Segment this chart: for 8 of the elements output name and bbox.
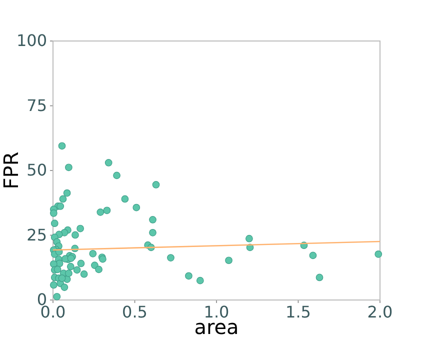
y-tick-label: 25 <box>26 225 47 244</box>
x-tick-label: 2.0 <box>367 302 393 322</box>
y-tick-label: 75 <box>26 96 47 115</box>
y-axis-title: FPR <box>0 152 23 190</box>
y-tick-label: 100 <box>16 31 47 50</box>
x-tick-label: 1.5 <box>286 302 311 322</box>
x-tick-label: 0.5 <box>122 302 148 322</box>
y-tick-label: 50 <box>26 160 47 180</box>
